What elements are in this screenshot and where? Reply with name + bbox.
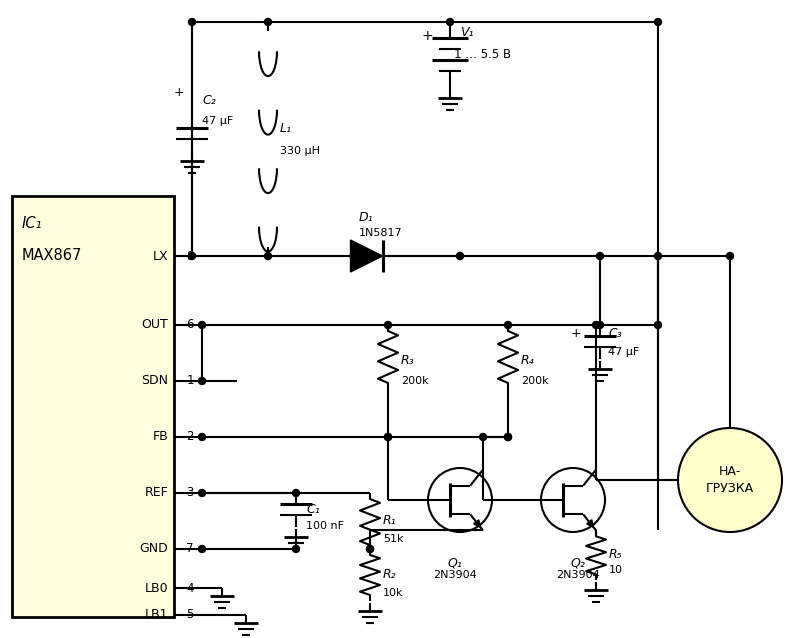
Polygon shape: [350, 240, 382, 272]
FancyBboxPatch shape: [12, 196, 174, 617]
Circle shape: [293, 545, 299, 553]
Text: 2: 2: [186, 431, 194, 443]
Circle shape: [593, 322, 599, 329]
Text: C₃: C₃: [608, 327, 622, 340]
Circle shape: [366, 545, 374, 553]
Text: +: +: [421, 29, 433, 43]
Text: 200k: 200k: [521, 376, 549, 386]
Text: SDN: SDN: [141, 375, 168, 387]
Circle shape: [198, 322, 206, 329]
Text: D₁: D₁: [359, 211, 374, 224]
Text: 330 μH: 330 μH: [280, 146, 320, 156]
Text: 8: 8: [186, 249, 194, 262]
Circle shape: [654, 253, 662, 260]
Text: 2N3904: 2N3904: [433, 570, 477, 580]
Circle shape: [457, 253, 463, 260]
Text: 6: 6: [186, 318, 194, 332]
Circle shape: [597, 322, 603, 329]
Text: Q₂: Q₂: [570, 556, 586, 569]
Circle shape: [446, 19, 454, 26]
Circle shape: [265, 253, 271, 260]
Text: C₂: C₂: [202, 94, 216, 107]
Text: 3: 3: [186, 487, 194, 500]
Text: C₁: C₁: [306, 503, 320, 516]
Circle shape: [597, 253, 603, 260]
Circle shape: [479, 433, 486, 440]
Text: +: +: [174, 87, 184, 100]
Circle shape: [293, 489, 299, 496]
Text: MAX867: MAX867: [22, 248, 82, 263]
Text: LB0: LB0: [144, 581, 168, 595]
Text: 47 μF: 47 μF: [202, 116, 234, 126]
Circle shape: [385, 322, 391, 329]
Text: 7: 7: [186, 542, 194, 556]
Text: L₁: L₁: [280, 122, 292, 135]
Circle shape: [265, 19, 271, 26]
Circle shape: [385, 433, 391, 440]
Circle shape: [189, 19, 195, 26]
Text: REF: REF: [144, 487, 168, 500]
Text: LB1: LB1: [145, 609, 168, 621]
Text: 10k: 10k: [383, 588, 403, 598]
Text: R₄: R₄: [521, 355, 534, 367]
Circle shape: [505, 322, 511, 329]
Circle shape: [198, 433, 206, 440]
Text: +: +: [570, 327, 582, 340]
Circle shape: [678, 428, 782, 532]
Circle shape: [654, 322, 662, 329]
Circle shape: [505, 433, 511, 440]
Circle shape: [366, 545, 374, 553]
Text: 200k: 200k: [401, 376, 429, 386]
Text: R₂: R₂: [383, 568, 397, 581]
Circle shape: [726, 253, 734, 260]
Text: НА-
ГРУЗКА: НА- ГРУЗКА: [706, 465, 754, 495]
Text: LX: LX: [152, 249, 168, 262]
Circle shape: [198, 489, 206, 496]
Text: 10: 10: [609, 565, 623, 575]
Text: 51k: 51k: [383, 534, 403, 544]
Text: R₁: R₁: [383, 514, 397, 528]
Text: 5: 5: [186, 609, 194, 621]
Text: 4: 4: [186, 581, 194, 595]
Text: R₃: R₃: [401, 355, 414, 367]
Circle shape: [505, 433, 511, 440]
Circle shape: [189, 253, 195, 260]
Circle shape: [198, 545, 206, 553]
Text: Q₁: Q₁: [447, 556, 462, 569]
Text: 1 … 5.5 В: 1 … 5.5 В: [454, 48, 511, 61]
Text: 1: 1: [186, 375, 194, 387]
Text: IC₁: IC₁: [22, 216, 42, 231]
Text: GND: GND: [139, 542, 168, 556]
Text: V₁: V₁: [460, 26, 474, 39]
Text: R₅: R₅: [609, 548, 622, 561]
Text: OUT: OUT: [142, 318, 168, 332]
Text: 1N5817: 1N5817: [359, 228, 402, 238]
Text: 2N3904: 2N3904: [556, 570, 600, 580]
Circle shape: [654, 19, 662, 26]
Circle shape: [198, 378, 206, 385]
Text: 47 μF: 47 μF: [608, 347, 639, 357]
Text: 100 nF: 100 nF: [306, 521, 344, 531]
Text: FB: FB: [152, 431, 168, 443]
Circle shape: [385, 433, 391, 440]
